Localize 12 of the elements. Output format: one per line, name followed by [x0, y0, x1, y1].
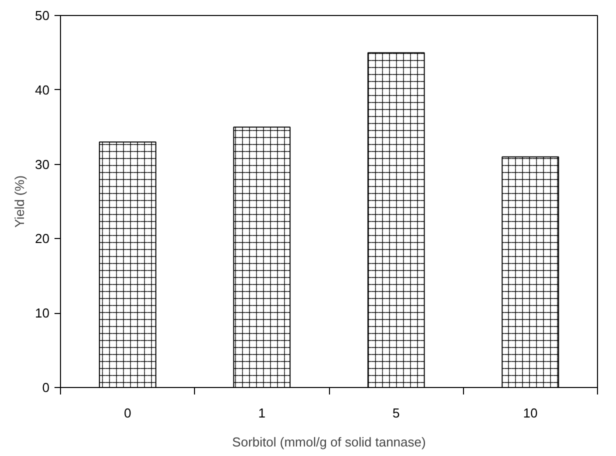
- y-axis-title: Yield (%): [12, 175, 28, 228]
- y-tick-label: 0: [42, 380, 50, 395]
- x-tick-label: 5: [392, 406, 400, 420]
- y-tick-label: 10: [35, 306, 50, 321]
- x-tick-label: 0: [124, 406, 132, 420]
- y-tick-label: 50: [35, 8, 50, 23]
- x-tick-label: 10: [523, 406, 538, 420]
- y-tick-label: 30: [35, 156, 50, 172]
- x-axis-title: Sorbitol (mmol/g of solid tannase): [232, 434, 426, 450]
- x-tick-label: 1: [258, 406, 266, 420]
- y-tick-label: 40: [35, 82, 50, 98]
- y-tick-label: 20: [35, 231, 50, 246]
